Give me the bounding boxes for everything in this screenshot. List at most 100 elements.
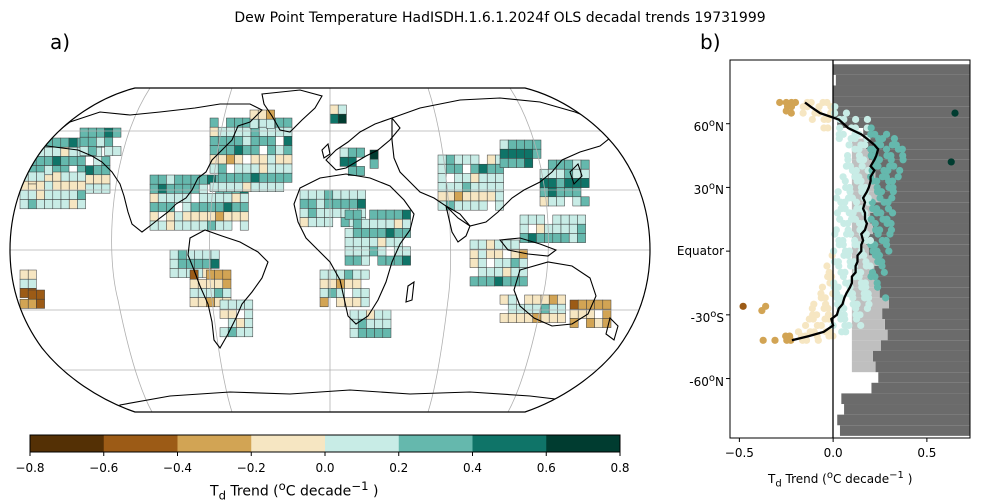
trend-grid-cell — [319, 278, 329, 289]
coverage-bar — [844, 404, 970, 415]
trend-point — [858, 162, 866, 170]
trend-grid-cell — [374, 328, 384, 338]
coverage-bar — [887, 329, 970, 341]
trend-point — [899, 151, 907, 160]
coverage-bar — [871, 382, 970, 394]
trend-grid-cell — [189, 278, 199, 289]
trend-grid-cell — [174, 211, 184, 222]
trend-point — [832, 226, 840, 234]
trend-map — [9, 87, 651, 413]
trend-grid-cell — [510, 239, 520, 250]
trend-point — [782, 107, 790, 115]
trend-grid-cell — [275, 172, 285, 183]
trend-grid-cell — [182, 211, 192, 222]
trend-grid-cell — [469, 239, 479, 250]
trend-grid-cell — [157, 174, 167, 185]
trend-grid-cell — [539, 196, 549, 207]
trend-point — [890, 162, 898, 170]
trend-grid-cell — [495, 191, 504, 202]
trend-grid-cell — [215, 193, 225, 203]
trend-point — [824, 311, 833, 319]
trend-grid-cell — [477, 248, 487, 259]
scatter-x-axis-label: Td Trend (oC decade−1 ) — [768, 470, 913, 490]
trend-grid-cell — [382, 318, 392, 329]
trend-point — [892, 141, 900, 149]
trend-grid-cell — [244, 327, 254, 338]
colorbar-label: Td Trend (oC decade−1 ) — [210, 479, 379, 502]
coverage-bar — [875, 361, 970, 373]
trend-grid-cell — [385, 218, 395, 229]
trend-point — [841, 205, 849, 213]
trend-grid-cell — [470, 182, 480, 193]
trend-grid-cell — [283, 136, 293, 146]
trend-grid-cell — [356, 147, 365, 158]
trend-grid-cell — [36, 298, 45, 309]
trend-grid-cell — [377, 246, 387, 257]
trend-point — [866, 236, 875, 245]
trend-point — [836, 124, 844, 132]
trend-grid-cell — [166, 211, 175, 222]
trend-grid-cell — [149, 174, 159, 185]
trend-grid-cell — [547, 178, 557, 188]
trend-grid-cell — [68, 171, 78, 182]
trend-grid-cell — [548, 303, 558, 314]
trend-grid-cell — [477, 267, 487, 278]
trend-point — [883, 215, 891, 223]
trend-grid-cell — [52, 137, 62, 148]
trend-grid-cell — [223, 202, 233, 213]
trend-point — [882, 145, 891, 153]
trend-grid-cell — [35, 137, 45, 148]
trend-grid-cell — [250, 154, 260, 165]
trend-grid-cell — [222, 269, 232, 280]
trend-grid-cell — [385, 209, 395, 220]
trend-grid-cell — [402, 228, 411, 238]
trend-grid-cell — [516, 158, 525, 168]
trend-point — [873, 279, 881, 287]
trend-grid-cell — [499, 294, 509, 305]
trend-grid-cell — [495, 173, 504, 183]
trend-grid-cell — [329, 113, 339, 124]
trend-grid-cell — [174, 183, 184, 194]
trend-grid-cell — [239, 193, 249, 203]
trend-grid-cell — [27, 269, 37, 280]
trend-grid-cell — [518, 276, 528, 287]
trend-grid-cell — [77, 171, 86, 182]
trend-grid-cell — [577, 233, 586, 243]
trend-grid-cell — [556, 196, 565, 207]
trend-grid-cell — [267, 172, 276, 183]
trend-point — [898, 145, 906, 153]
trend-grid-cell — [385, 228, 395, 238]
trend-point — [857, 268, 865, 276]
trend-point — [889, 183, 897, 192]
trend-grid-cell — [340, 198, 350, 209]
trend-grid-cell — [594, 299, 604, 310]
trend-grid-cell — [552, 223, 562, 234]
trend-point — [824, 124, 832, 132]
trend-grid-cell — [210, 258, 220, 269]
trend-grid-cell — [486, 173, 496, 183]
trend-grid-cell — [319, 288, 329, 298]
trend-grid-cell — [19, 269, 29, 280]
trend-grid-cell — [242, 163, 252, 174]
colorbar-tick-label: −0.8 — [15, 461, 44, 475]
trend-grid-cell — [258, 172, 268, 183]
trend-point — [876, 141, 885, 149]
trend-grid-cell — [226, 117, 235, 128]
trend-point — [834, 258, 842, 266]
trend-grid-cell — [374, 309, 384, 320]
coverage-bar — [888, 297, 970, 309]
coverage-bar — [839, 425, 970, 436]
trend-point — [876, 194, 884, 202]
trend-grid-cell — [516, 313, 525, 323]
trend-grid-cell — [157, 220, 167, 231]
trend-grid-cell — [352, 269, 362, 280]
trend-grid-cell — [577, 223, 586, 234]
trend-point — [825, 268, 833, 276]
trend-grid-cell — [44, 190, 54, 200]
trend-grid-cell — [454, 154, 463, 165]
trend-grid-cell — [486, 239, 495, 250]
trend-grid-cell — [499, 139, 509, 150]
trend-grid-cell — [402, 246, 411, 257]
trend-grid-cell — [568, 233, 578, 243]
trend-grid-cell — [217, 154, 227, 165]
